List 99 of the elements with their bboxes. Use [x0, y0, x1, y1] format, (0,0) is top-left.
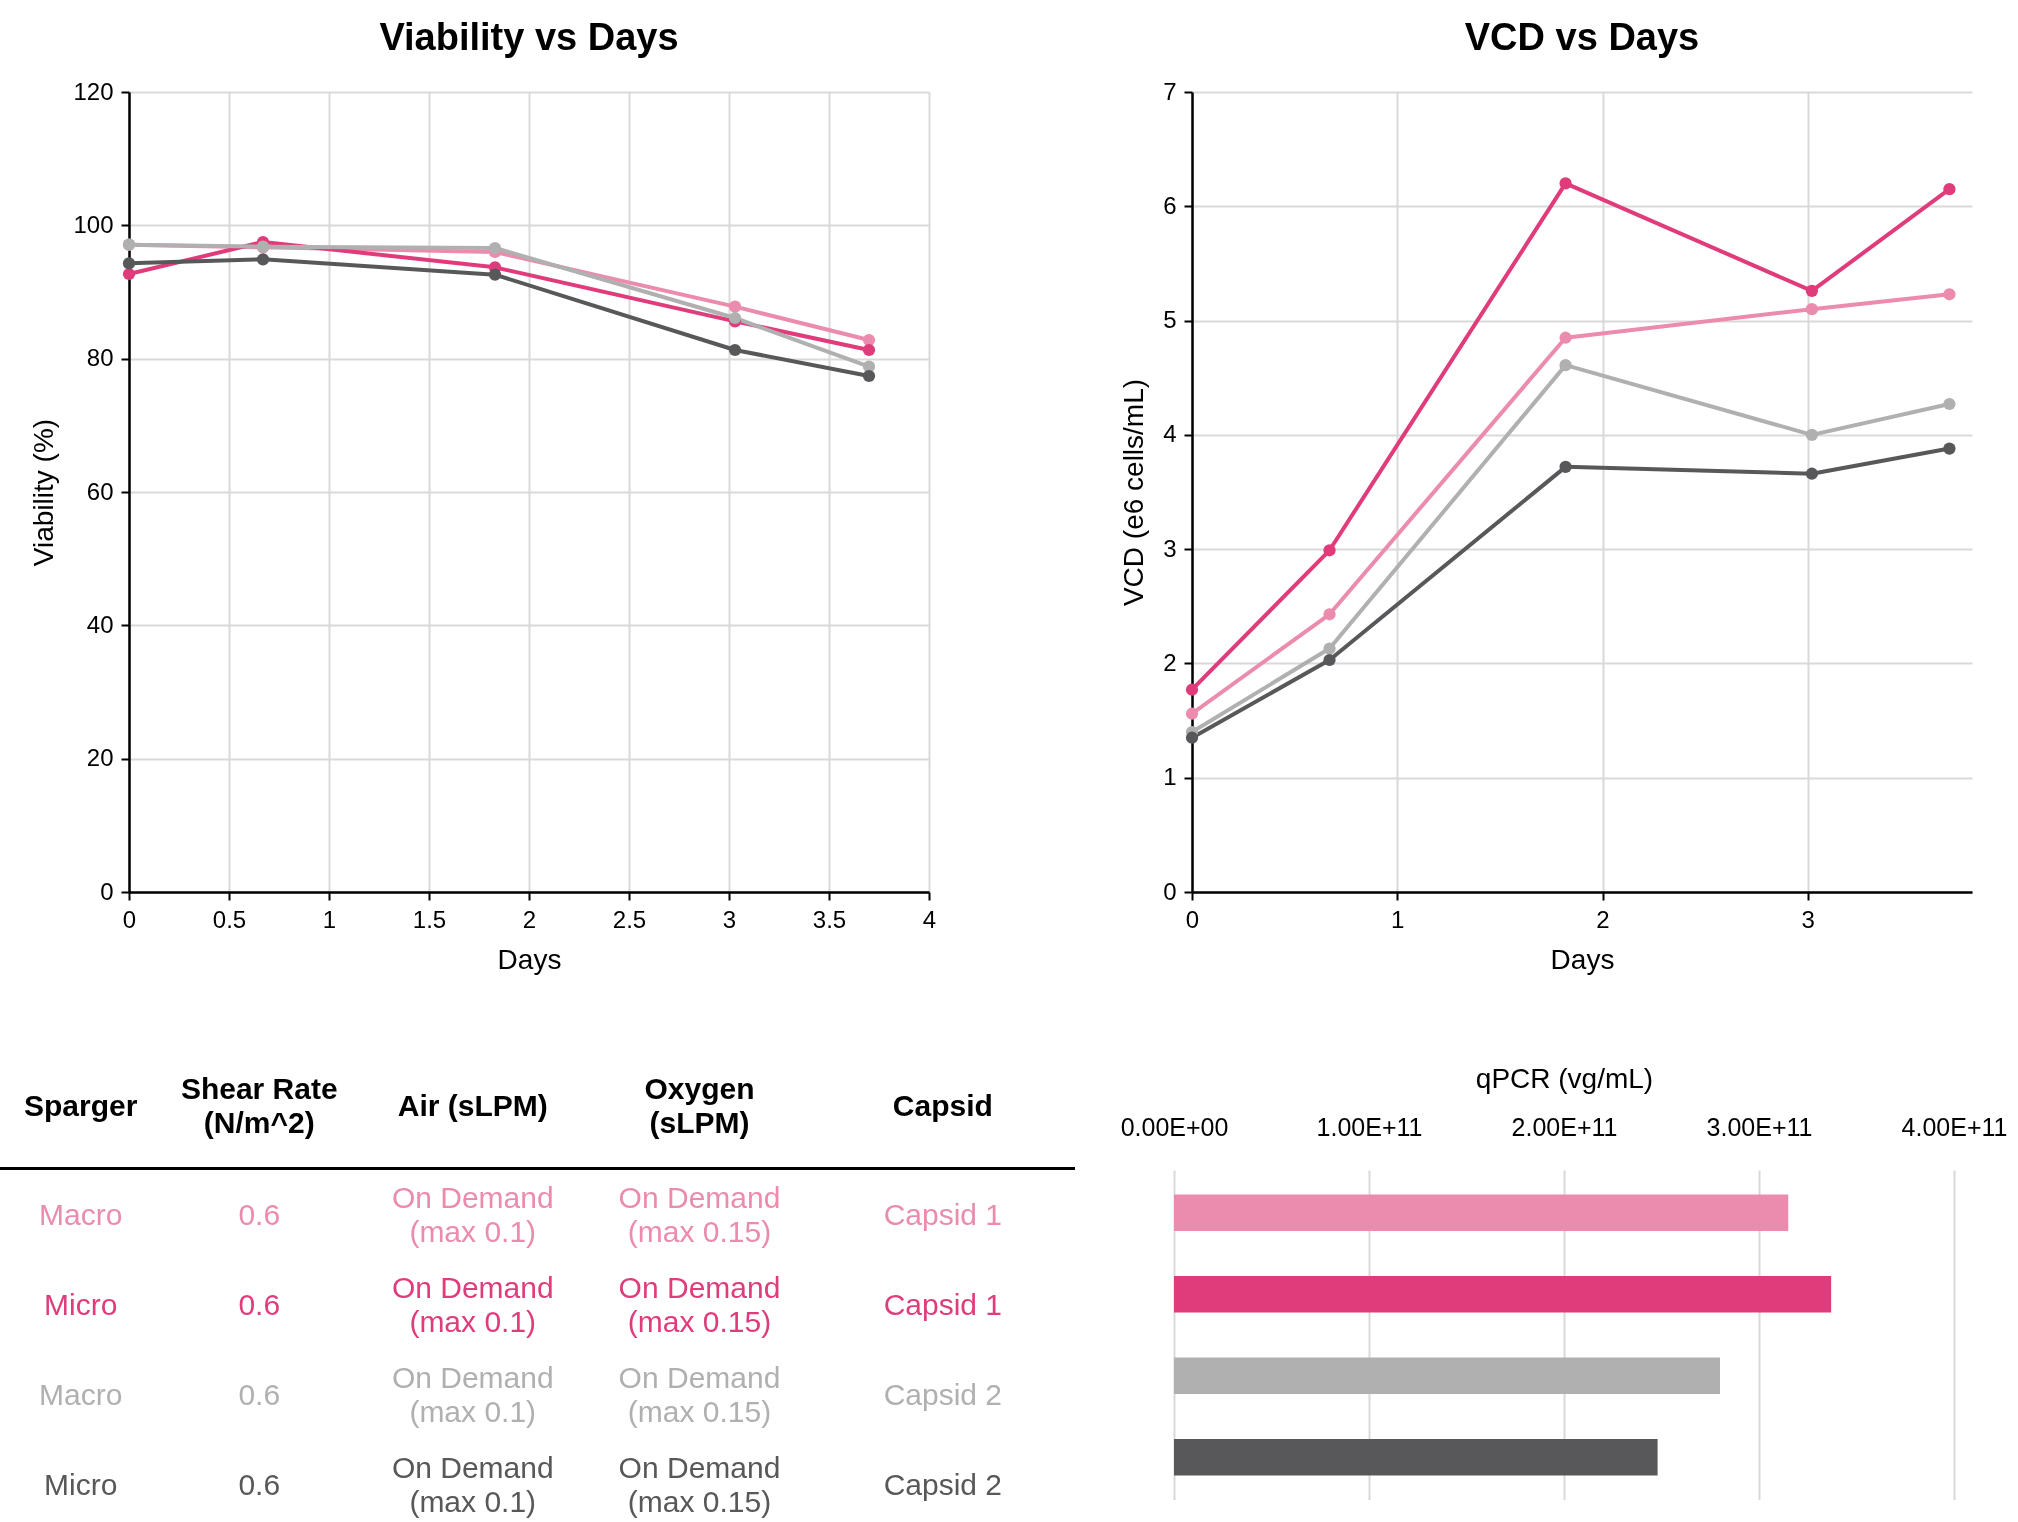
point: [1559, 359, 1572, 372]
x-tick-label: 3: [1801, 905, 1815, 933]
x-tick-label: 0: [122, 905, 137, 933]
x-tick-label: 1.00E+11: [1316, 1112, 1423, 1141]
point: [1943, 442, 1956, 455]
y-tick-label: 3: [1163, 534, 1177, 562]
point: [1943, 288, 1956, 301]
x-axis-title: Days: [1550, 943, 1615, 975]
text: Macro: [38, 1197, 123, 1231]
point: [256, 253, 270, 266]
point: [862, 369, 876, 383]
x-tick-label: 1: [1391, 905, 1405, 933]
x-tick-label: 2.5: [612, 905, 647, 933]
category-label: Sparger: [0, 1045, 162, 1169]
chart-title: VCD vs Days: [1464, 16, 1700, 58]
point: [1323, 544, 1336, 557]
text: On Demand (max 0.1): [391, 1450, 554, 1518]
text: Micro: [43, 1287, 118, 1321]
text: On Demand (max 0.15): [618, 1270, 781, 1338]
point: [1185, 683, 1199, 696]
x-tick-label: 0: [1185, 905, 1200, 933]
point: [1805, 303, 1819, 316]
point: [1805, 428, 1819, 441]
y-axis-title: VCD (e6 cells/mL): [1118, 378, 1150, 607]
text: Capsid 2: [883, 1467, 1003, 1501]
point: [1559, 460, 1572, 473]
point: [122, 257, 136, 270]
x-tick-label: 2: [522, 905, 537, 933]
text: On Demand (max 0.1): [391, 1180, 554, 1248]
point: [1185, 731, 1199, 744]
point: [1323, 642, 1336, 655]
x-tick-label: 1.5: [412, 905, 447, 933]
bar: [1174, 1357, 1720, 1395]
point: [728, 300, 742, 313]
text: 0.6: [238, 1467, 281, 1501]
text: On Demand (max 0.15): [618, 1450, 781, 1518]
x-tick-label: 0.00E+00: [1120, 1112, 1229, 1141]
x-axis-title: qPCR (vg/mL): [1475, 1062, 1654, 1094]
text: 0.6: [238, 1377, 281, 1411]
bar: [1174, 1275, 1832, 1313]
y-tick-label: 60: [86, 477, 114, 505]
y-tick-label: 4: [1163, 420, 1177, 448]
x-tick-label: 4: [922, 905, 937, 933]
point: [1559, 177, 1572, 190]
category-label: Capsid: [810, 1045, 1075, 1169]
point: [122, 267, 136, 281]
bar: [1174, 1194, 1789, 1232]
text: Capsid 1: [883, 1287, 1003, 1321]
text: Micro: [43, 1467, 118, 1501]
text: Capsid 1: [883, 1197, 1003, 1231]
point: [1805, 467, 1819, 480]
point: [1323, 653, 1336, 667]
point: [488, 268, 502, 281]
x-tick-label: 1: [322, 905, 337, 933]
y-tick-label: 40: [86, 610, 114, 638]
text: Macro: [38, 1377, 123, 1411]
x-tick-label: 2.00E+11: [1511, 1112, 1618, 1141]
bar: [1174, 1438, 1658, 1476]
x-tick-label: 0.5: [212, 905, 247, 933]
text: 0.6: [238, 1197, 281, 1231]
y-tick-label: 0: [100, 877, 114, 905]
point: [1185, 707, 1199, 720]
category-label: Air (sLPM): [357, 1045, 589, 1169]
point: [728, 311, 742, 325]
y-tick-label: 120: [73, 77, 114, 105]
text: On Demand (max 0.1): [391, 1270, 554, 1338]
point: [1559, 331, 1572, 344]
y-tick-label: 20: [86, 744, 114, 772]
text: 0.6: [238, 1287, 281, 1321]
point: [488, 241, 502, 255]
point: [862, 343, 876, 357]
point: [1805, 284, 1819, 297]
point: [1943, 397, 1956, 411]
y-tick-label: 2: [1163, 648, 1177, 676]
y-tick-label: 6: [1163, 191, 1177, 219]
x-tick-label: 3: [722, 905, 737, 933]
y-tick-label: 7: [1163, 77, 1177, 105]
y-tick-label: 5: [1163, 306, 1177, 334]
x-tick-label: 3.00E+11: [1706, 1112, 1813, 1141]
y-tick-label: 100: [73, 210, 114, 238]
y-tick-label: 0: [1163, 877, 1177, 905]
x-tick-label: 3.5: [812, 905, 847, 933]
point: [862, 333, 876, 347]
category-label: Oxygen (sLPM): [588, 1045, 811, 1169]
text: On Demand (max 0.15): [618, 1360, 781, 1428]
point: [728, 343, 742, 357]
text: On Demand (max 0.15): [618, 1180, 781, 1248]
chart-title: Viability vs Days: [379, 16, 679, 58]
category-label: Shear Rate (N/m^2): [161, 1045, 358, 1169]
point: [1943, 183, 1956, 196]
x-tick-label: 2: [1596, 905, 1610, 933]
y-tick-label: 80: [86, 344, 114, 372]
y-tick-label: 1: [1163, 763, 1177, 791]
text: Capsid 2: [883, 1377, 1003, 1411]
x-tick-label: 4.00E+11: [1901, 1112, 2008, 1141]
point: [1323, 608, 1336, 621]
y-axis-title: Viability (%): [28, 418, 60, 567]
x-axis-title: Days: [497, 943, 562, 975]
text: On Demand (max 0.1): [391, 1360, 554, 1428]
